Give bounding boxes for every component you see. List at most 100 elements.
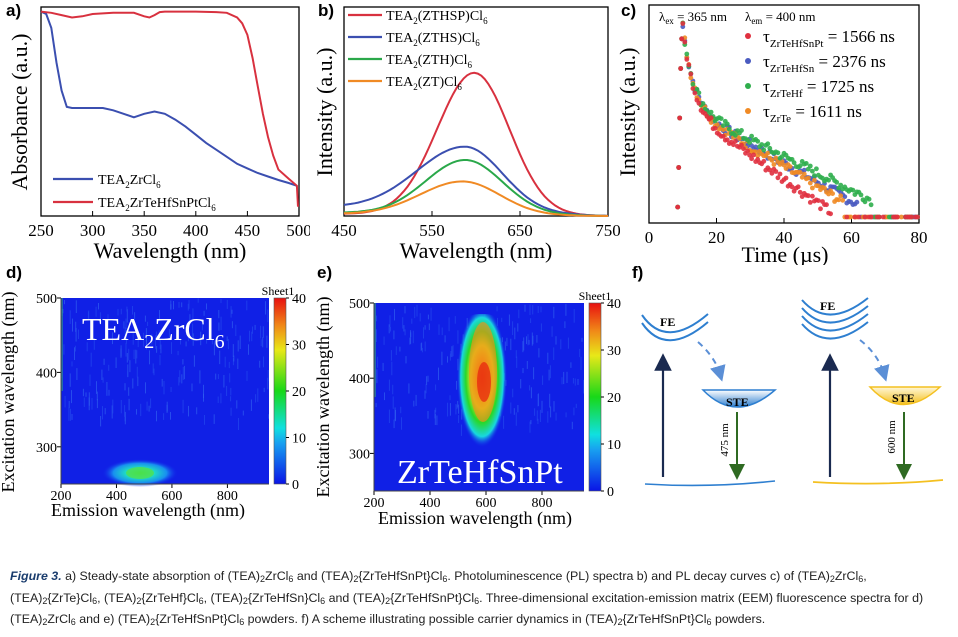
- heatmap-noise: [555, 412, 557, 421]
- data-point: [739, 142, 744, 148]
- panel-c-decay-chart: c) 0 20 40 60 80 τZrTeHfSnPt = 1566 nsτZrTeH…: [615, 1, 928, 265]
- heatmap-noise: [451, 346, 453, 358]
- heatmap-noise: [98, 303, 99, 310]
- heatmap-noise: [171, 342, 172, 354]
- x-tick-label: 800: [217, 489, 238, 504]
- heatmap-noise: [567, 337, 569, 349]
- heatmap-noise: [159, 339, 161, 350]
- heatmap-noise: [88, 397, 90, 411]
- heatmap-noise: [231, 309, 233, 314]
- heatmap-noise: [74, 347, 75, 360]
- heatmap-noise: [192, 308, 194, 321]
- heatmap-noise: [259, 360, 261, 368]
- heatmap-noise: [99, 312, 101, 325]
- heatmap-noise: [88, 310, 90, 321]
- heatmap-noise: [529, 385, 531, 391]
- ground-state-right: [812, 479, 944, 485]
- legend-label: τZrTeHfSn = 2376 ns: [763, 52, 886, 75]
- heatmap-noise: [95, 306, 97, 317]
- x-tick-label: 400: [106, 489, 127, 504]
- heatmap-noise: [82, 388, 84, 397]
- heatmap-noise: [168, 329, 170, 340]
- heatmap-noise: [395, 346, 397, 355]
- emission-wavelength-left: 475 nm: [719, 423, 731, 457]
- heatmap-noise: [536, 335, 538, 343]
- data-point: [767, 145, 773, 151]
- heatmap-noise: [420, 343, 422, 351]
- data-point: [684, 51, 690, 57]
- heatmap-noise: [215, 373, 217, 380]
- data-point: [915, 214, 920, 220]
- heatmap-noise: [551, 326, 553, 337]
- heatmap-noise: [501, 317, 503, 322]
- heatmap-noise: [438, 367, 439, 381]
- heatmap-noise: [232, 358, 234, 366]
- legend-label: TEA2ZrTeHfSnPtCl6: [98, 196, 216, 213]
- heatmap-noise: [454, 316, 456, 324]
- colorbar-tick-label: 20: [607, 391, 621, 406]
- heatmap-noise: [223, 375, 225, 388]
- caption-background: [0, 555, 958, 637]
- heatmap-noise: [74, 345, 76, 352]
- heatmap-noise: [549, 393, 551, 408]
- data-point: [775, 175, 781, 181]
- heatmap-noise: [427, 411, 429, 419]
- heatmap-noise: [522, 341, 524, 353]
- heatmap-noise: [375, 329, 377, 342]
- data-point: [789, 184, 795, 190]
- heatmap-noise: [128, 348, 130, 361]
- figure-caption: Figure 3. a) Steady-state absorption of …: [10, 567, 950, 632]
- heatmap-noise: [523, 337, 525, 351]
- colorbar-tick-label: 20: [292, 385, 306, 400]
- heatmap-noise: [394, 308, 395, 321]
- heatmap-noise: [571, 421, 573, 430]
- heatmap-noise: [170, 300, 172, 310]
- colorbar-title-d: Sheet1: [262, 284, 295, 298]
- heatmap-noise: [561, 377, 563, 385]
- data-point: [724, 121, 730, 127]
- data-point: [761, 147, 767, 153]
- heatmap-noise: [145, 382, 146, 394]
- data-point: [684, 57, 690, 62]
- heatmap-noise: [126, 306, 128, 312]
- data-point: [777, 171, 783, 177]
- x-tick-label: 200: [51, 489, 72, 504]
- scheme-right: FE STE 600 nm: [801, 297, 944, 485]
- heatmap-noise: [213, 414, 215, 424]
- heatmap-noise: [180, 338, 181, 345]
- heatmap-noise: [132, 306, 133, 315]
- heatmap-noise: [246, 300, 248, 311]
- data-point: [720, 127, 726, 132]
- heatmap-noise: [496, 306, 498, 312]
- x-axis-label-a: Wavelength (nm): [94, 238, 247, 263]
- heatmap-noise: [389, 315, 391, 327]
- heatmap-noise: [426, 376, 428, 385]
- heatmap-noise: [181, 302, 183, 308]
- data-point: [747, 152, 752, 158]
- x-tick-label: 60: [843, 228, 860, 247]
- heatmap-noise: [242, 410, 244, 416]
- colorbar-tick-label: 30: [607, 344, 621, 359]
- heatmap-noise: [435, 384, 437, 391]
- heatmap-area-d: [61, 298, 269, 484]
- data-point: [749, 156, 754, 162]
- heatmap-noise: [424, 341, 426, 352]
- heatmap-edge: [61, 298, 63, 391]
- heatmap-noise: [550, 406, 552, 418]
- heatmap-noise: [76, 368, 78, 380]
- x-tick-label: 550: [419, 221, 445, 240]
- heatmap-noise: [218, 310, 220, 319]
- heatmap-noise: [102, 406, 103, 420]
- heatmap-title-e: ZrTeHfSnPt: [397, 454, 563, 491]
- heatmap-noise: [248, 344, 249, 355]
- heatmap-noise: [512, 321, 514, 335]
- data-point: [737, 136, 742, 141]
- heatmap-noise: [530, 420, 532, 425]
- heatmap-noise: [68, 407, 70, 421]
- heatmap-noise: [173, 301, 174, 310]
- data-point: [899, 214, 904, 220]
- data-point: [759, 142, 765, 147]
- heatmap-noise: [520, 379, 522, 389]
- fe-label-right: FE: [820, 299, 835, 313]
- heatmap-noise: [75, 327, 77, 342]
